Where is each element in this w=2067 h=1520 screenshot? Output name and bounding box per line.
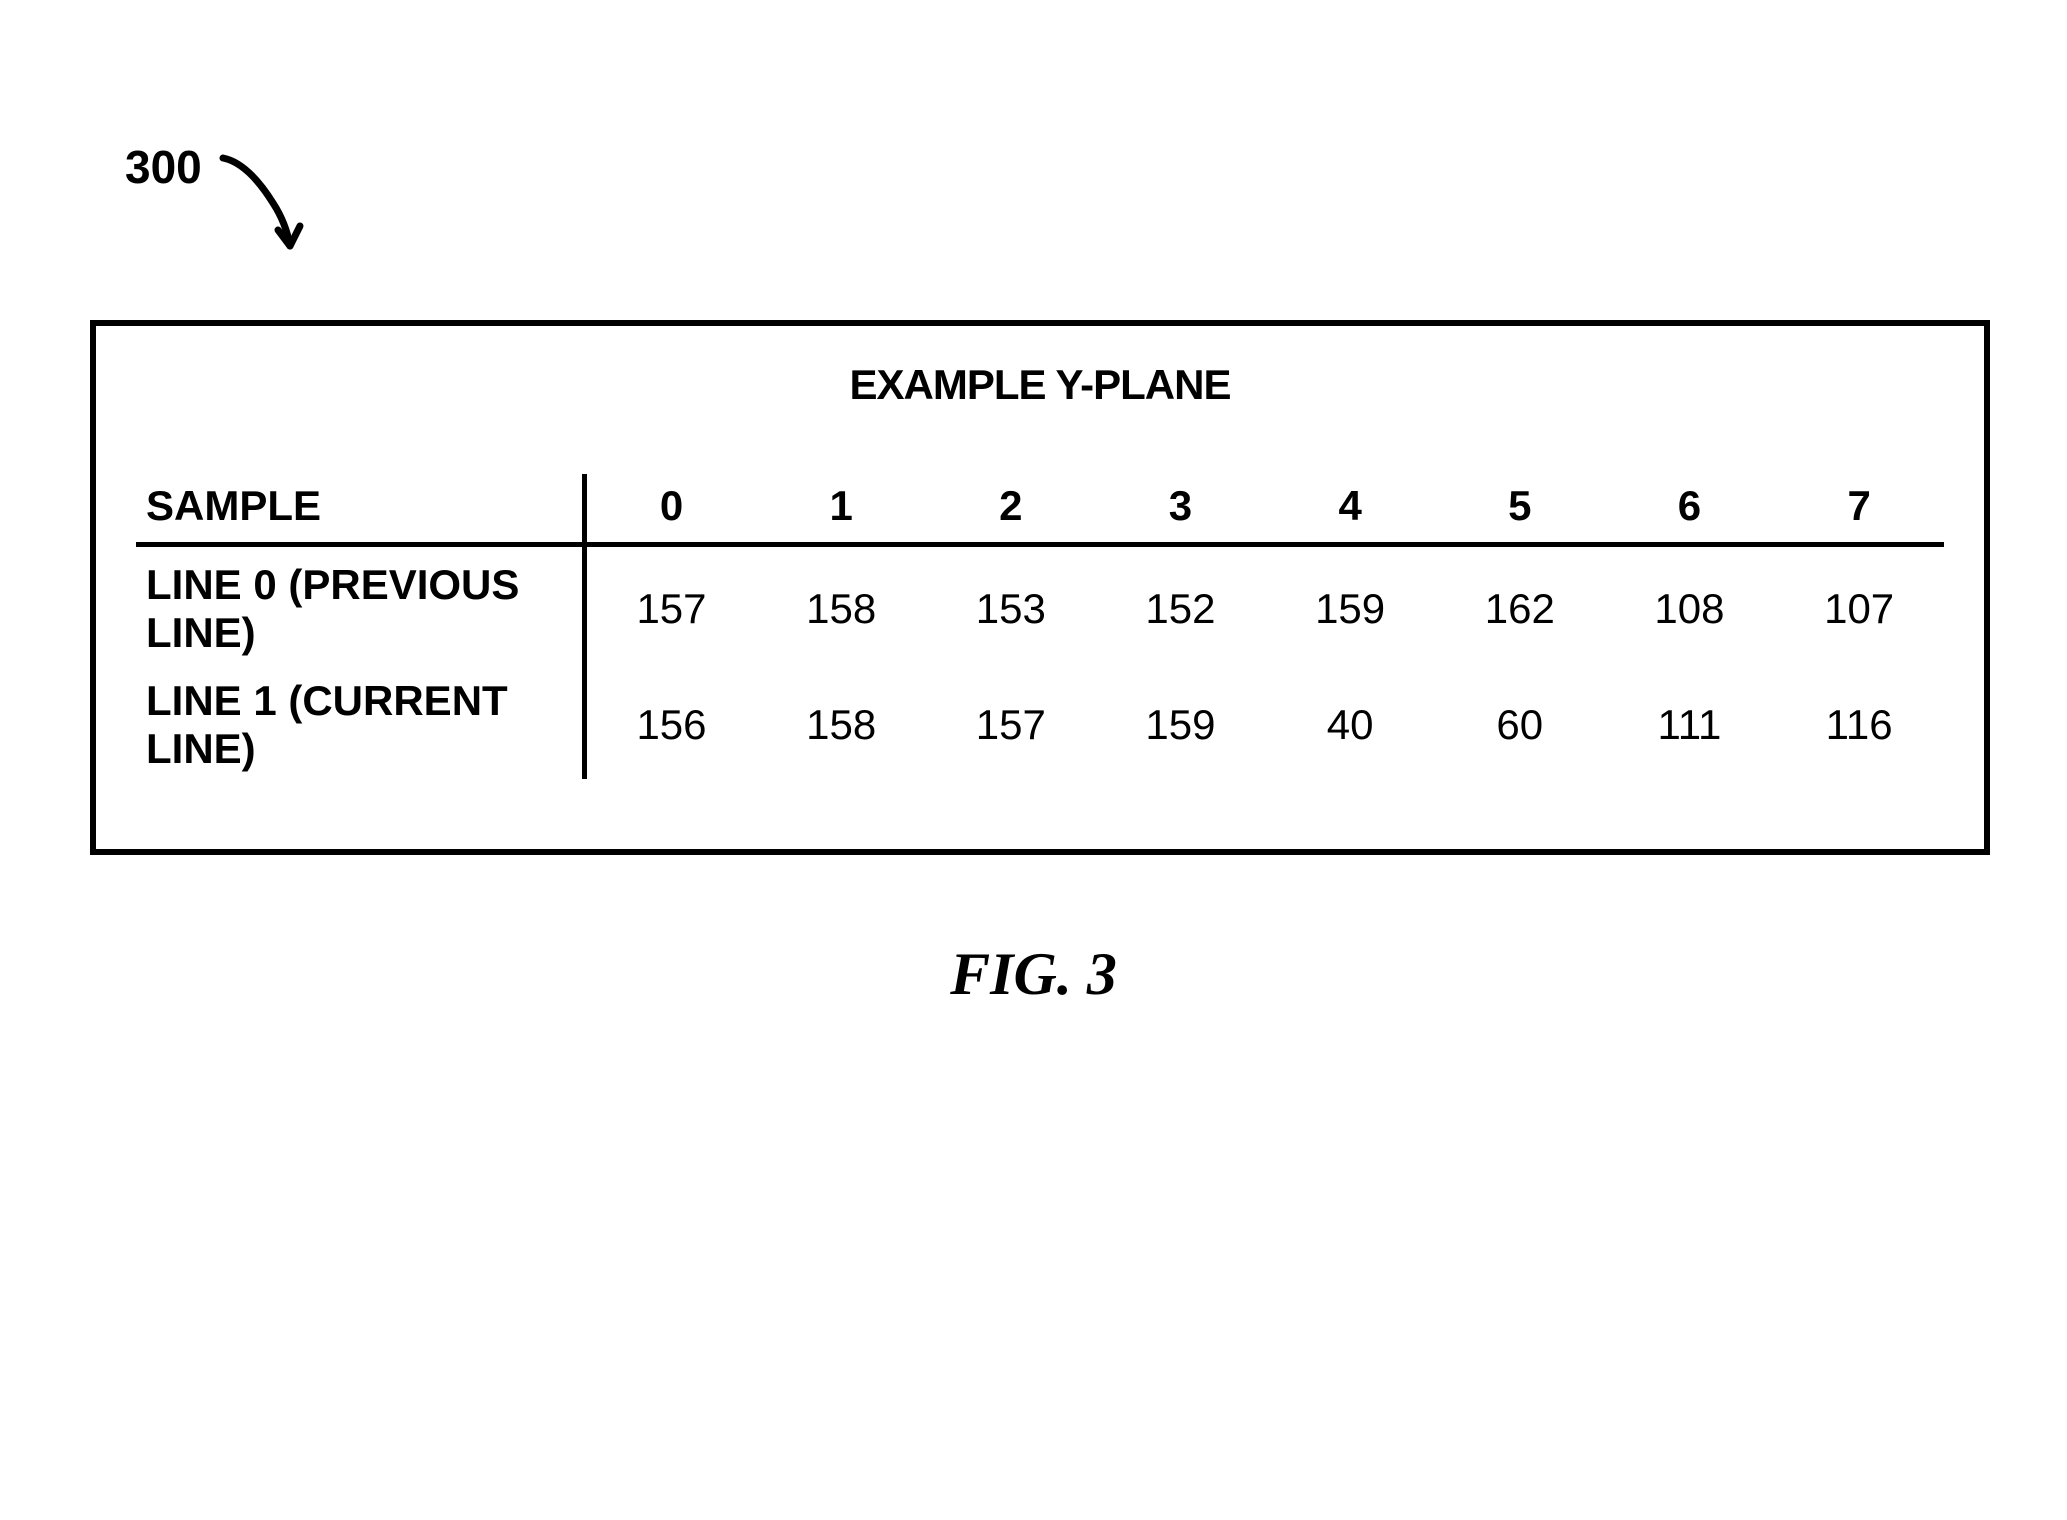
data-cell: 153 bbox=[926, 545, 1096, 664]
figure-caption: FIG. 3 bbox=[0, 940, 2067, 1009]
data-cell: 107 bbox=[1774, 545, 1944, 664]
col-header: 0 bbox=[584, 474, 756, 545]
data-cell: 152 bbox=[1096, 545, 1266, 664]
data-cell: 111 bbox=[1605, 663, 1775, 779]
data-cell: 108 bbox=[1605, 545, 1775, 664]
table-header-row: SAMPLE 0 1 2 3 4 5 6 7 bbox=[136, 474, 1944, 545]
col-header: 4 bbox=[1265, 474, 1435, 545]
row-label-cell: LINE 0 (PREVIOUS LINE) bbox=[136, 545, 584, 664]
data-cell: 158 bbox=[756, 663, 926, 779]
table-row: LINE 0 (PREVIOUS LINE) 157 158 153 152 1… bbox=[136, 545, 1944, 664]
data-table-box: EXAMPLE Y-PLANE SAMPLE 0 1 2 3 4 5 6 7 L… bbox=[90, 320, 1990, 855]
data-cell: 60 bbox=[1435, 663, 1605, 779]
col-header: 2 bbox=[926, 474, 1096, 545]
col-header: 7 bbox=[1774, 474, 1944, 545]
col-header: 1 bbox=[756, 474, 926, 545]
col-header: 3 bbox=[1096, 474, 1266, 545]
data-cell: 158 bbox=[756, 545, 926, 664]
table-row: LINE 1 (CURRENT LINE) 156 158 157 159 40… bbox=[136, 663, 1944, 779]
data-cell: 162 bbox=[1435, 545, 1605, 664]
table-title: EXAMPLE Y-PLANE bbox=[136, 361, 1944, 409]
data-cell: 157 bbox=[926, 663, 1096, 779]
data-cell: 116 bbox=[1774, 663, 1944, 779]
header-label-cell: SAMPLE bbox=[136, 474, 584, 545]
data-cell: 157 bbox=[584, 545, 756, 664]
yplane-table: SAMPLE 0 1 2 3 4 5 6 7 LINE 0 (PREVIOUS … bbox=[136, 474, 1944, 779]
data-cell: 40 bbox=[1265, 663, 1435, 779]
data-cell: 159 bbox=[1265, 545, 1435, 664]
row-label-cell: LINE 1 (CURRENT LINE) bbox=[136, 663, 584, 779]
data-cell: 156 bbox=[584, 663, 756, 779]
reference-arrow bbox=[208, 148, 318, 268]
col-header: 6 bbox=[1605, 474, 1775, 545]
figure-number-label: 300 bbox=[125, 140, 202, 194]
col-header: 5 bbox=[1435, 474, 1605, 545]
data-cell: 159 bbox=[1096, 663, 1266, 779]
